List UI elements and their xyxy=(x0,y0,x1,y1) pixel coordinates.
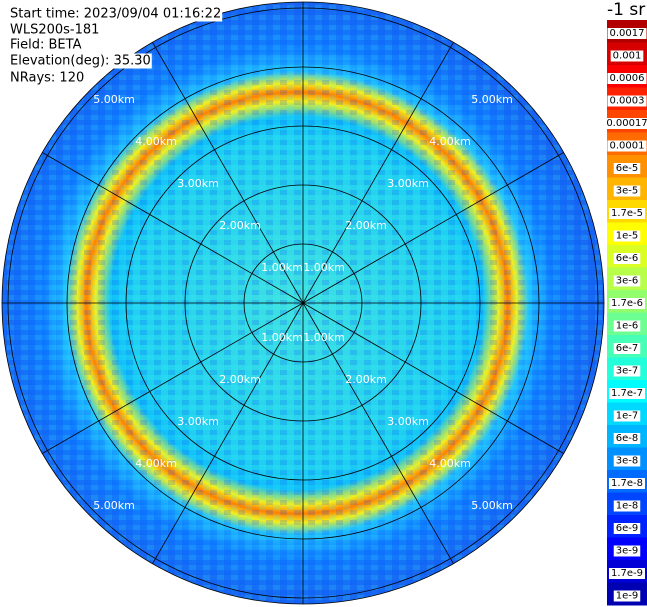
colorbar-label-box xyxy=(613,523,641,534)
range-label: 2.00km xyxy=(219,373,261,386)
colorbar-label-box xyxy=(613,455,641,467)
colorbar-label: 1.7e-5 xyxy=(611,208,643,219)
colorbar-label-box xyxy=(607,95,647,107)
colorbar-label: 3e-9 xyxy=(616,546,639,557)
azimuth-line xyxy=(152,42,304,304)
info-line: Start time: 2023/09/04 01:16:22 xyxy=(10,7,221,22)
colorbar-label-box xyxy=(607,140,647,152)
info-box xyxy=(9,53,152,69)
colorbar-title: -1 sr xyxy=(607,0,645,20)
colorbar-label-box xyxy=(613,433,641,444)
colorbar-label-box xyxy=(613,230,641,242)
colorbar-label: 0.0001 xyxy=(610,141,645,152)
colorbar-label: 0.001 xyxy=(613,51,642,62)
range-label: 4.00km xyxy=(429,457,471,470)
colorbar-label: 1e-8 xyxy=(616,501,639,512)
azimuth-line xyxy=(302,302,454,564)
azimuth-line xyxy=(302,302,564,454)
colorbar-label-box xyxy=(613,500,641,512)
info-line: WLS200s-181 xyxy=(10,23,99,38)
range-label: 2.00km xyxy=(345,373,387,386)
colorbar: -1 sr 0.0017 0.001 0.0006 0.0003 0.00017 0.000… xyxy=(604,0,647,606)
colorbar-label: 6e-9 xyxy=(616,523,639,534)
colorbar-label: 6e-5 xyxy=(616,163,639,174)
info-box xyxy=(9,37,83,53)
colorbar-label: 1.7e-9 xyxy=(611,568,643,579)
colorbar-label: 1e-7 xyxy=(616,411,639,422)
range-label: 4.00km xyxy=(135,135,177,148)
info-line: NRays: 120 xyxy=(10,71,84,86)
colorbar-label: 0.0017 xyxy=(610,28,645,39)
colorbar-label: 3e-8 xyxy=(616,456,639,467)
colorbar-label-box xyxy=(608,298,646,309)
azimuth-line xyxy=(152,302,304,564)
range-label: 4.00km xyxy=(429,135,471,148)
colorbar-label: 1.7e-6 xyxy=(611,298,643,309)
colorbar-label-box xyxy=(613,343,641,354)
colorbar-label: 1.7e-8 xyxy=(611,478,643,489)
colorbar-label: 3e-7 xyxy=(616,366,639,377)
colorbar-label-box xyxy=(613,275,641,287)
colorbar-label-box xyxy=(613,545,641,557)
colorbar-label: 6e-7 xyxy=(616,343,639,354)
range-label: 1.00km xyxy=(303,261,345,274)
info-box xyxy=(9,22,101,38)
colorbar-label-box xyxy=(610,50,644,62)
colorbar-label-box xyxy=(604,118,647,129)
colorbar-label: 0.0003 xyxy=(610,96,645,107)
range-label: 4.00km xyxy=(135,457,177,470)
colorbar-label-box xyxy=(613,590,641,602)
info-box xyxy=(9,6,223,22)
info-line: Field: BETA xyxy=(10,38,82,53)
range-label: 5.00km xyxy=(471,499,513,512)
colorbar-label: 0.00017 xyxy=(606,118,647,129)
azimuth-line xyxy=(302,152,564,304)
polar-grid xyxy=(1,1,605,605)
scan-info: Start time: 2023/09/04 01:16:22WLS200s-1… xyxy=(9,6,223,86)
colorbar-label: 1.7e-7 xyxy=(611,388,643,399)
colorbar-label: 1e-6 xyxy=(616,321,639,332)
colorbar-label-box xyxy=(607,28,647,39)
range-label: 1.00km xyxy=(261,331,303,344)
colorbar-label: 3e-6 xyxy=(616,276,639,287)
colorbar-label: 1e-5 xyxy=(616,231,639,242)
colorbar-label: 1e-9 xyxy=(616,591,639,602)
azimuth-line xyxy=(302,42,454,304)
range-label: 1.00km xyxy=(303,331,345,344)
range-label: 2.00km xyxy=(345,219,387,232)
range-label: 3.00km xyxy=(177,415,219,428)
range-label: 3.00km xyxy=(387,415,429,428)
colorbar-label: 6e-6 xyxy=(616,253,639,264)
range-label: 5.00km xyxy=(93,499,135,512)
range-label: 3.00km xyxy=(387,177,429,190)
range-label: 5.00km xyxy=(93,93,135,106)
colorbar-label-box xyxy=(613,163,641,174)
colorbar-label-box xyxy=(608,208,646,219)
colorbar-label-box xyxy=(613,365,641,377)
range-label: 3.00km xyxy=(177,177,219,190)
range-label: 2.00km xyxy=(219,219,261,232)
colorbar-label-box xyxy=(613,185,641,197)
info-line: Elevation(deg): 35.30 xyxy=(10,54,151,69)
info-box xyxy=(9,70,86,86)
colorbar-label-box xyxy=(607,73,647,84)
colorbar-label-box xyxy=(613,320,641,332)
colorbar-label-box xyxy=(613,253,641,264)
azimuth-line xyxy=(42,302,304,454)
colorbar-label-box xyxy=(613,410,641,422)
range-label: 1.00km xyxy=(261,261,303,274)
colorbar-label-box xyxy=(608,388,646,399)
azimuth-line xyxy=(42,152,304,304)
colorbar-label: 3e-5 xyxy=(616,186,639,197)
colorbar-label: 6e-8 xyxy=(616,433,639,444)
colorbar-label: 0.0006 xyxy=(610,73,645,84)
range-label: 5.00km xyxy=(471,93,513,106)
colorbar-label-box xyxy=(608,478,646,489)
colorbar-label-box xyxy=(608,568,646,579)
